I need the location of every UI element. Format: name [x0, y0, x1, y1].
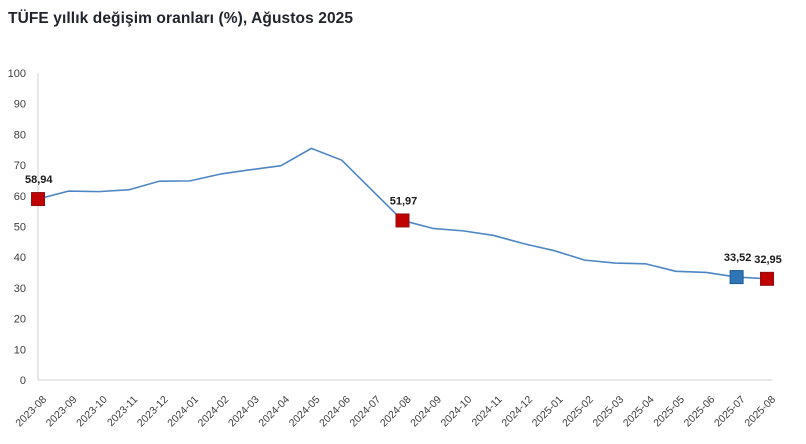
highlight-marker-2025-07 [729, 270, 744, 285]
x-axis-label: 2024-03 [226, 394, 262, 430]
x-axis-label: 2025-08 [742, 394, 778, 430]
x-axis-label: 2024-07 [348, 394, 384, 430]
highlight-marker-2025-08 [760, 271, 774, 286]
y-axis-label: 10 [14, 344, 26, 356]
data-label-2025-08: 32,95 [754, 254, 782, 266]
x-axis-label: 2025-01 [530, 394, 566, 430]
y-axis-label: 50 [14, 222, 26, 234]
data-label-2024-08: 51,97 [390, 195, 418, 207]
x-axis-label: 2023-10 [74, 394, 110, 430]
y-axis-label: 30 [14, 283, 26, 295]
x-axis-label: 2025-05 [651, 394, 687, 430]
x-axis-label: 2025-07 [712, 394, 748, 430]
x-axis-label: 2023-11 [105, 394, 140, 429]
highlight-marker-2023-08 [31, 192, 45, 207]
x-axis-label: 2025-02 [560, 394, 596, 430]
chart-title: TÜFE yıllık değişim oranları (%), Ağusto… [8, 10, 354, 27]
x-axis-label: 2024-11 [470, 394, 505, 429]
data-label-2023-08: 58,94 [25, 174, 53, 186]
x-axis-label: 2024-04 [256, 394, 292, 430]
y-axis-label: 80 [14, 129, 26, 141]
x-axis-label: 2024-09 [408, 394, 444, 430]
x-axis-label: 2024-10 [439, 394, 475, 430]
x-axis-label: 2024-05 [287, 394, 323, 430]
y-axis-label: 20 [14, 314, 26, 326]
x-axis-label: 2023-12 [135, 394, 171, 430]
x-axis-label: 2025-06 [682, 394, 718, 430]
y-axis-label: 0 [20, 375, 26, 387]
x-axis-label: 2025-04 [621, 394, 657, 430]
y-axis-label: 100 [8, 68, 26, 80]
x-axis-label: 2024-06 [317, 394, 353, 430]
x-axis-label: 2023-08 [13, 394, 49, 430]
data-label-2025-07: 33,52 [724, 252, 752, 264]
y-axis-label: 40 [14, 252, 26, 264]
y-axis-label: 90 [14, 99, 26, 111]
y-axis-label: 70 [14, 160, 26, 172]
x-axis-label: 2024-02 [196, 394, 232, 430]
x-axis-label: 2024-12 [499, 394, 535, 430]
highlight-marker-2024-08 [395, 213, 410, 228]
x-axis-label: 2023-09 [44, 394, 80, 430]
x-axis-label: 2024-01 [165, 394, 201, 430]
x-axis-label: 2024-08 [378, 394, 414, 430]
x-axis-label: 2025-03 [591, 394, 627, 430]
y-axis-label: 60 [14, 191, 26, 203]
